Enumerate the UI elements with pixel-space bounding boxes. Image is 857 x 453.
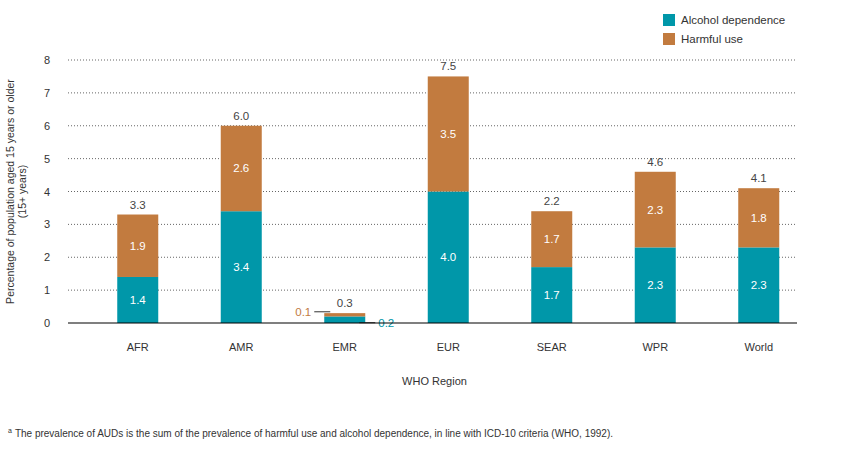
data-label: 1.4 xyxy=(130,294,147,306)
x-tick-label: SEAR xyxy=(537,341,567,353)
y-tick-label: 2 xyxy=(44,251,50,263)
y-axis-label: Percentage of population aged 15 years o… xyxy=(4,79,28,304)
data-label: 1.7 xyxy=(544,233,560,245)
chart: 0 1 2 3 4 5 6 7 8 Percentage of population aged 1… xyxy=(0,0,857,453)
total-label: 7.5 xyxy=(440,60,456,72)
x-axis-line xyxy=(68,322,797,323)
data-label: 1.7 xyxy=(544,289,560,301)
bar-segment xyxy=(324,313,365,316)
bar-segment xyxy=(428,192,469,324)
legend-label: Harmful use xyxy=(681,33,743,45)
x-tick-label: EUR xyxy=(437,341,460,353)
bar-segment xyxy=(428,76,469,191)
y-tick-label: 6 xyxy=(44,120,50,132)
data-label: 2.3 xyxy=(647,204,663,216)
bar-segment xyxy=(221,126,262,211)
legend-swatch xyxy=(663,33,675,45)
footnote-marker: a xyxy=(8,427,12,434)
bars xyxy=(117,76,779,323)
grid-line xyxy=(68,60,797,61)
bar-segment xyxy=(324,316,365,323)
total-label: 6.0 xyxy=(233,110,249,122)
y-tick-label: 3 xyxy=(44,218,50,230)
data-label: 4.0 xyxy=(440,251,456,263)
y-tick-label: 0 xyxy=(44,317,50,329)
data-label: 3.4 xyxy=(233,261,250,273)
bar-segment xyxy=(531,267,572,323)
y-tick-label: 5 xyxy=(44,153,50,165)
y-tick-label: 7 xyxy=(44,87,50,99)
data-label: 1.8 xyxy=(751,212,767,224)
labels: 1.41.93.42.60.20.14.03.51.71.72.32.32.31… xyxy=(130,60,767,328)
bar-segment xyxy=(531,211,572,267)
y-axis-label-line: (15+ years) xyxy=(16,165,28,218)
y-axis-label-line: Percentage of population aged 15 years o… xyxy=(4,79,16,304)
data-label: 0.1 xyxy=(295,306,311,318)
bar-segment xyxy=(635,247,676,323)
data-label: 2.3 xyxy=(647,279,663,291)
legend-label: Alcohol dependence xyxy=(681,14,785,26)
x-tick-label: EMR xyxy=(333,341,358,353)
data-label: 1.9 xyxy=(130,240,146,252)
data-label: 3.5 xyxy=(440,128,456,140)
bar-segment xyxy=(117,277,158,323)
x-tick-label: World xyxy=(744,341,773,353)
total-label: 3.3 xyxy=(130,199,146,211)
y-tick-label: 1 xyxy=(44,284,50,296)
y-tick-label: 8 xyxy=(44,54,50,66)
leader-line xyxy=(314,311,330,312)
bar-segment xyxy=(221,211,262,323)
x-axis-label: WHO Region xyxy=(402,375,467,387)
bar-segment xyxy=(117,215,158,277)
footnote: aThe prevalence of AUDs is the sum of th… xyxy=(8,427,613,439)
total-label: 0.3 xyxy=(337,297,353,309)
total-label: 2.2 xyxy=(544,195,560,207)
footnote-text: The prevalence of AUDs is the sum of the… xyxy=(15,428,613,439)
bar-segment xyxy=(738,188,779,247)
legend-swatch xyxy=(663,14,675,26)
data-label: 2.3 xyxy=(751,279,767,291)
data-label: 2.6 xyxy=(233,162,249,174)
x-tick-label: AFR xyxy=(127,341,149,353)
bar-segment xyxy=(635,172,676,248)
x-tick-label: WPR xyxy=(642,341,668,353)
bar-segment xyxy=(738,247,779,323)
total-label: 4.1 xyxy=(751,172,767,184)
total-label: 4.6 xyxy=(647,156,663,168)
y-tick-label: 4 xyxy=(44,186,50,198)
x-tick-label: AMR xyxy=(229,341,254,353)
